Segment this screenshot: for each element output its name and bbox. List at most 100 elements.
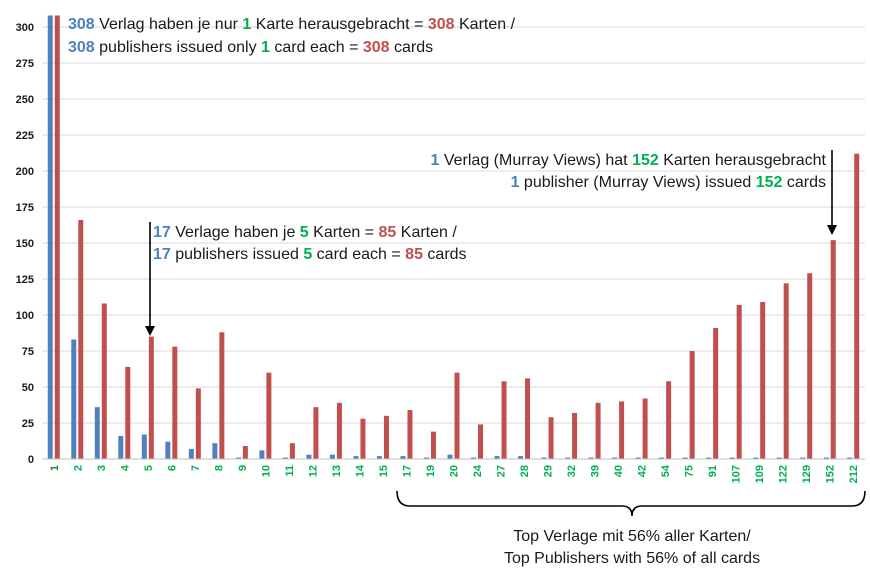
x-tick-label: 24 (472, 464, 484, 477)
annotation-text: cards (390, 39, 434, 56)
annotation-text: publishers issued only (95, 39, 261, 56)
bar-publishers-29 (541, 457, 547, 459)
x-tick-label: 20 (449, 465, 461, 477)
x-tick-label: 5 (143, 465, 155, 471)
annotation-text: Karten = (309, 224, 379, 241)
annotation-text: Verlag (Murray Views) hat (439, 152, 632, 169)
bar-cards-6 (172, 346, 178, 459)
x-tick-label: 12 (307, 465, 319, 477)
y-tick-label: 0 (28, 454, 34, 466)
bar-cards-2 (78, 219, 84, 459)
bar-publishers-39 (588, 457, 594, 459)
annotation-top-line1: 308 Verlag haben je nur 1 Karte herausge… (68, 16, 516, 33)
highlight-number: 152 (756, 174, 783, 191)
annotation-top-line2: 308 publishers issued only 1 card each =… (68, 39, 433, 56)
bar-publishers-54 (659, 457, 665, 459)
bar-publishers-20 (447, 454, 453, 459)
bar-publishers-109 (753, 457, 759, 459)
x-tick-label: 27 (496, 465, 508, 477)
bar-publishers-4 (118, 435, 124, 459)
bar-cards-54 (666, 381, 672, 459)
highlight-number: 308 (363, 39, 390, 56)
bar-cards-3 (101, 303, 107, 459)
annotation-mid-line2: 17 publishers issued 5 card each = 85 ca… (153, 246, 467, 263)
bar-cards-12 (313, 407, 319, 459)
x-tick-label: 17 (401, 465, 413, 477)
bar-publishers-107 (729, 457, 735, 459)
y-axis-ticks: 0 25 50 75 100 125 150 175 200 225 250 275 300 (16, 22, 34, 466)
bar-cards-13 (336, 402, 342, 459)
bar-publishers-2 (71, 339, 77, 459)
bar-publishers-212 (847, 457, 853, 459)
x-tick-label: 13 (331, 465, 343, 477)
bar-cards-5 (148, 336, 154, 459)
bar-publishers-32 (565, 457, 571, 459)
bar-cards-107 (736, 304, 742, 459)
y-tick-label: 25 (22, 418, 34, 430)
arrow-to-bar-152 (827, 150, 837, 235)
highlight-number: 308 (68, 16, 95, 33)
y-tick-label: 200 (16, 166, 34, 178)
y-tick-label: 275 (16, 58, 34, 70)
bar-publishers-75 (682, 457, 688, 459)
bar-cards-10 (266, 372, 272, 459)
x-tick-label: 109 (754, 465, 766, 483)
x-tick-label: 28 (519, 465, 531, 477)
x-tick-label: 32 (566, 465, 578, 477)
x-tick-label: 2 (72, 465, 84, 471)
highlight-number: 85 (379, 224, 397, 241)
bar-cards-19 (430, 431, 436, 459)
highlight-number: 308 (68, 39, 95, 56)
annotation-text: publishers issued (171, 246, 304, 263)
bar-cards-27 (501, 381, 507, 459)
bar-publishers-152 (823, 457, 829, 459)
brace-label-line1: Top Verlage mit 56% aller Karten/ (513, 528, 751, 545)
bar-cards-32 (572, 412, 578, 459)
x-tick-label: 129 (801, 465, 813, 483)
bar-cards-24 (478, 424, 484, 459)
bar-publishers-13 (329, 454, 335, 459)
bar-cards-42 (642, 398, 648, 459)
bar-cards-40 (619, 401, 625, 459)
y-tick-label: 50 (22, 382, 34, 394)
annotation-text: cards (423, 246, 467, 263)
annotation-text: Karten / (396, 224, 457, 241)
bar-cards-4 (125, 366, 131, 459)
bars (47, 15, 860, 459)
bar-cards-9 (242, 446, 248, 459)
x-tick-label: 152 (825, 465, 837, 483)
bar-cards-29 (548, 417, 554, 459)
bar-publishers-11 (282, 457, 288, 459)
bar-publishers-12 (306, 454, 312, 459)
annotation-right-line2: 1 publisher (Murray Views) issued 152 ca… (511, 174, 826, 191)
arrow-to-bar-5 (145, 222, 155, 336)
highlight-number: 308 (428, 16, 455, 33)
bar-publishers-24 (471, 457, 477, 459)
bar-cards-20 (454, 372, 460, 459)
bar-publishers-10 (259, 450, 265, 459)
x-tick-label: 75 (684, 465, 696, 477)
gridlines (42, 26, 865, 460)
x-tick-label: 14 (354, 464, 366, 477)
brace-label-line2: Top Publishers with 56% of all cards (504, 550, 760, 567)
x-tick-label: 91 (707, 465, 719, 477)
highlight-number: 17 (153, 224, 171, 241)
highlight-number: 1 (431, 152, 440, 169)
y-tick-label: 300 (16, 22, 34, 34)
bar-cards-152 (830, 240, 836, 459)
x-tick-label: 107 (731, 465, 743, 483)
highlight-number: 152 (632, 152, 659, 169)
y-tick-label: 175 (16, 202, 34, 214)
y-tick-label: 125 (16, 274, 34, 286)
bar-publishers-17 (400, 456, 406, 459)
bar-publishers-8 (212, 443, 218, 459)
highlight-number: 17 (153, 246, 171, 263)
x-tick-label: 15 (378, 465, 390, 477)
bar-cards-91 (713, 327, 719, 459)
annotation-text: Karte herausgebracht = (251, 16, 428, 33)
bar-publishers-7 (188, 448, 194, 459)
highlight-number: 5 (300, 224, 309, 241)
annotation-text: Karten herausgebracht (659, 152, 827, 169)
bar-cards-7 (195, 388, 201, 459)
